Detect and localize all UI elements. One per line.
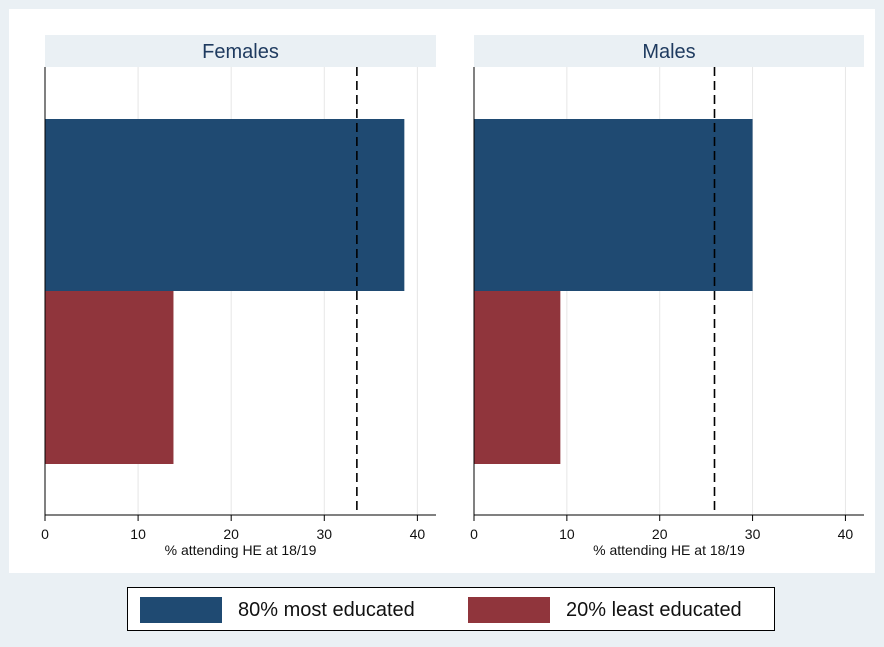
legend-swatch-most-educated [140, 597, 222, 623]
x-tick-label: 20 [652, 526, 668, 542]
chart-panel-0: Females 0 10 20 30 40 % attending HE at 18/19 [41, 35, 436, 558]
x-tick-label: 0 [41, 526, 49, 542]
chart-panel-1: Males 0 10 20 30 40 % attending HE at 18/19 [470, 35, 864, 558]
x-tick-label: 30 [745, 526, 761, 542]
panel-header [474, 35, 864, 67]
legend-swatch-least-educated [468, 597, 550, 623]
panel-title: Males [642, 41, 695, 63]
x-tick-label: 10 [130, 526, 146, 542]
x-tick-label: 10 [559, 526, 575, 542]
bar-least-educated [474, 291, 561, 464]
x-tick-label: 30 [316, 526, 332, 542]
x-tick-label: 40 [410, 526, 426, 542]
chart-legend: 80% most educated 20% least educated [127, 587, 775, 631]
panel-title: Females [202, 41, 279, 63]
bar-most-educated [474, 119, 753, 291]
panel-header [45, 35, 436, 67]
bar-least-educated [45, 291, 174, 464]
legend-label-least-educated: 20% least educated [566, 599, 742, 621]
bar-most-educated [45, 119, 405, 291]
legend-label-most-educated: 80% most educated [238, 599, 415, 621]
x-axis-title: % attending HE at 18/19 [593, 542, 745, 558]
x-tick-label: 40 [838, 526, 854, 542]
x-axis-title: % attending HE at 18/19 [165, 542, 317, 558]
x-tick-label: 20 [223, 526, 239, 542]
x-tick-label: 0 [470, 526, 478, 542]
